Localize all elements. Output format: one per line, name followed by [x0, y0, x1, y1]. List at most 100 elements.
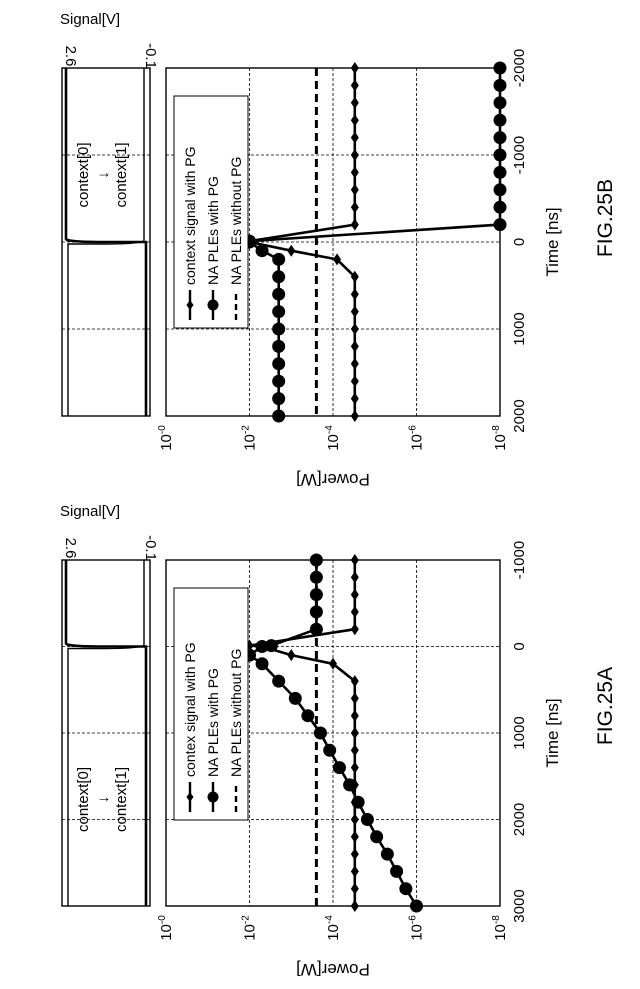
data-point-circle [494, 166, 507, 179]
x-tick-label: 0 [511, 238, 528, 246]
y-tick-base: 10 [325, 924, 342, 941]
y-tick-exp: -4 [324, 915, 335, 924]
data-point-circle [256, 640, 269, 653]
data-point-circle [272, 392, 285, 405]
signal-axis-label: Signal[V] [60, 11, 120, 28]
data-point-circle [272, 270, 285, 283]
data-point-circle [256, 657, 269, 670]
y-tick-exp: -0 [157, 425, 168, 434]
legend-marker-circle [208, 300, 219, 311]
data-point-circle [323, 744, 336, 757]
data-point-circle [343, 778, 356, 791]
data-point-circle [272, 323, 285, 336]
x-axis-title: Time [ns] [543, 698, 562, 767]
data-point-circle [272, 410, 285, 423]
x-tick-label: 1000 [511, 312, 528, 345]
x-axis-title: Time [ns] [543, 207, 562, 276]
legend-marker-circle [208, 792, 219, 803]
signal-v-low-label: -0.1 [142, 43, 159, 69]
y-tick-exp: -4 [324, 425, 335, 434]
x-tick-label: -1000 [511, 541, 528, 579]
y-tick-exp: -8 [491, 915, 502, 924]
y-axis-title: Power[W] [296, 960, 370, 979]
y-tick-base: 10 [242, 924, 259, 941]
data-point-circle [272, 675, 285, 688]
y-tick-base: 10 [409, 434, 426, 451]
y-tick-label: 10-2 [241, 425, 259, 451]
y-tick-label: 10-0 [157, 425, 175, 451]
data-point-circle [272, 375, 285, 388]
data-point-circle [272, 253, 285, 266]
signal-text-arrow: ↓ [95, 796, 112, 804]
data-point-circle [301, 709, 314, 722]
x-tick-label: 2000 [511, 803, 528, 836]
y-tick-label: 10-6 [408, 425, 426, 451]
data-point-circle [494, 218, 507, 231]
x-tick-label: -2000 [511, 49, 528, 87]
signal-text-context1: context[1] [113, 142, 130, 207]
signal-axis-label: Signal[V] [60, 503, 120, 520]
y-tick-exp: -6 [408, 915, 419, 924]
figure-label: FIG.25A [594, 667, 617, 745]
y-tick-base: 10 [158, 924, 175, 941]
data-point-circle [370, 830, 383, 843]
data-point-circle [361, 813, 374, 826]
x-tick-label: 0 [511, 642, 528, 650]
y-tick-base: 10 [492, 924, 509, 941]
x-tick-label: 1000 [511, 716, 528, 749]
data-point-circle [494, 131, 507, 144]
y-tick-exp: -2 [241, 915, 252, 924]
signal-text-context0: context[0] [75, 142, 92, 207]
legend-entry-0: contex signal with PG [182, 642, 198, 777]
signal-v-high-label: 2.6 [62, 538, 79, 559]
y-tick-label: 10-0 [157, 915, 175, 941]
data-point-circle [399, 882, 412, 895]
y-tick-label: 10-8 [491, 915, 509, 941]
data-point-circle [352, 796, 365, 809]
legend-entry-2: NA PLEs without PG [228, 157, 244, 285]
y-tick-base: 10 [492, 434, 509, 451]
y-tick-exp: -0 [157, 915, 168, 924]
data-point-circle [333, 761, 346, 774]
signal-v-high-label: 2.6 [62, 46, 79, 67]
data-point-circle [381, 848, 394, 861]
legend-entry-1: NA PLEs with PG [205, 668, 221, 777]
y-tick-base: 10 [409, 924, 426, 941]
data-point-circle [494, 96, 507, 109]
legend-entry-0: context signal with PG [182, 146, 198, 285]
y-tick-label: 10-6 [408, 915, 426, 941]
y-tick-exp: -8 [491, 425, 502, 434]
legend-entry-2: NA PLEs without PG [228, 649, 244, 777]
y-axis-title: Power[W] [296, 470, 370, 489]
y-tick-label: 10-2 [241, 915, 259, 941]
legend-entry-1: NA PLEs with PG [205, 176, 221, 285]
y-tick-label: 10-4 [324, 915, 342, 941]
x-tick-label: -1000 [511, 136, 528, 174]
data-point-circle [494, 149, 507, 162]
signal-panel-frame [62, 560, 150, 906]
y-tick-exp: -2 [241, 425, 252, 434]
data-point-circle [272, 340, 285, 353]
y-tick-base: 10 [242, 434, 259, 451]
y-tick-label: 10-8 [491, 425, 509, 451]
data-point-circle [494, 183, 507, 196]
data-point-circle [494, 201, 507, 214]
y-tick-base: 10 [325, 434, 342, 451]
data-point-circle [272, 305, 285, 318]
data-point-circle [289, 692, 302, 705]
figure-label: FIG.25B [594, 179, 617, 257]
data-point-circle [494, 79, 507, 92]
signal-text-arrow: ↓ [95, 171, 112, 179]
fig25a-group: 2.6-0.1Signal[V]context[0]↓context[1]-10… [60, 503, 617, 979]
data-point-circle [494, 114, 507, 127]
signal-text-context0: context[0] [75, 767, 92, 832]
y-tick-label: 10-4 [324, 425, 342, 451]
y-tick-exp: -6 [408, 425, 419, 434]
data-point-circle [494, 62, 507, 75]
signal-text-context1: context[1] [113, 767, 130, 832]
y-tick-base: 10 [158, 434, 175, 451]
data-point-circle [272, 288, 285, 301]
x-tick-label: 3000 [511, 889, 528, 922]
x-tick-label: 2000 [511, 399, 528, 432]
